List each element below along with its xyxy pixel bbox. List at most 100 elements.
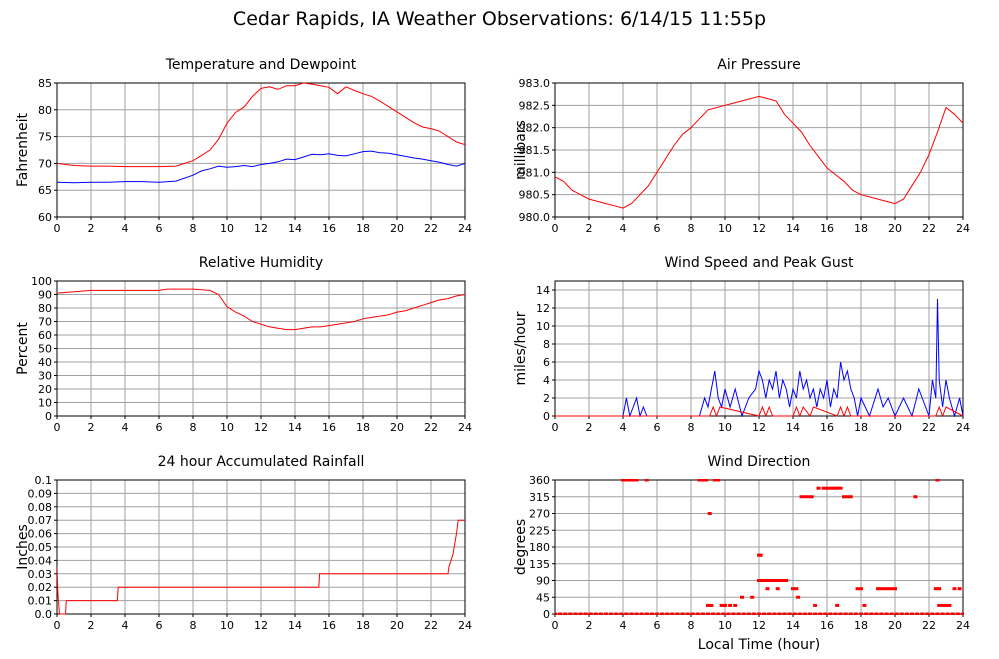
y-tick-label: 0 xyxy=(543,608,550,621)
data-point xyxy=(791,587,795,591)
data-point xyxy=(721,612,726,615)
data-point xyxy=(806,495,811,499)
series-line-0 xyxy=(57,288,466,331)
data-point xyxy=(751,612,756,615)
data-point xyxy=(842,495,846,499)
data-point xyxy=(848,612,853,615)
x-axis-label: Local Time (hour) xyxy=(698,637,820,653)
data-point xyxy=(818,612,823,615)
x-tick-label: 16 xyxy=(322,619,336,632)
series-line-0 xyxy=(57,519,465,615)
data-point xyxy=(802,612,807,615)
data-point xyxy=(799,495,804,499)
y-tick-label: 90 xyxy=(536,575,550,588)
x-tick-label: 8 xyxy=(190,222,197,235)
x-tick-label: 8 xyxy=(688,222,695,235)
data-point xyxy=(740,595,744,599)
data-point xyxy=(821,486,826,490)
y-tick-label: 0.08 xyxy=(28,501,53,514)
y-axis-label: Percent xyxy=(15,322,31,375)
data-point xyxy=(763,579,768,582)
x-tick-label: 10 xyxy=(718,222,732,235)
chart-title: Wind Direction xyxy=(708,454,811,470)
data-point xyxy=(874,612,879,615)
y-tick-label: 12 xyxy=(536,302,550,315)
x-tick-label: 20 xyxy=(390,619,404,632)
y-tick-label: 360 xyxy=(529,474,550,487)
x-tick-label: 10 xyxy=(220,619,234,632)
y-tick-label: 40 xyxy=(38,356,52,369)
x-tick-label: 4 xyxy=(620,619,627,632)
y-tick-label: 20 xyxy=(38,383,52,396)
data-point xyxy=(631,479,636,482)
y-tick-label: 0.01 xyxy=(28,595,53,608)
x-tick-label: 10 xyxy=(718,619,732,632)
x-tick-label: 18 xyxy=(356,619,370,632)
x-tick-label: 8 xyxy=(688,421,695,434)
data-point xyxy=(675,612,680,615)
data-point xyxy=(920,612,925,615)
chart-pressure: 0 2 4 6 8 10 12 14 16 18 20 22 24980.0980.5981.0981.… xyxy=(513,57,970,235)
x-tick-label: 22 xyxy=(922,222,936,235)
x-tick-label: 24 xyxy=(458,222,472,235)
y-tick-label: 90 xyxy=(38,289,52,302)
y-tick-label: 0 xyxy=(543,410,550,423)
series-line-0 xyxy=(555,298,964,417)
y-tick-label: 75 xyxy=(38,131,52,144)
data-point xyxy=(629,612,634,615)
data-point xyxy=(746,612,751,615)
x-tick-label: 6 xyxy=(654,619,661,632)
y-axis-label: miles/hour xyxy=(513,311,529,385)
data-point xyxy=(627,479,632,482)
x-tick-label: 20 xyxy=(888,222,902,235)
data-point xyxy=(716,612,721,615)
data-point xyxy=(838,486,843,490)
y-tick-label: 0.04 xyxy=(28,554,53,567)
data-point xyxy=(848,495,853,499)
data-point xyxy=(809,495,814,499)
data-point xyxy=(614,612,619,615)
data-point xyxy=(758,553,763,557)
data-point xyxy=(845,495,850,499)
x-tick-label: 18 xyxy=(356,222,370,235)
data-point xyxy=(775,587,780,591)
data-point xyxy=(945,612,950,615)
y-tick-label: 10 xyxy=(536,320,550,333)
data-point xyxy=(624,612,629,615)
data-point xyxy=(604,612,608,615)
series-0 xyxy=(555,479,964,615)
data-point xyxy=(937,603,942,607)
data-point xyxy=(624,479,629,482)
x-tick-label: 22 xyxy=(424,421,438,434)
chart-humidity: 0 2 4 6 8 10 12 14 16 18 20 22 240102030405060708090… xyxy=(15,255,472,434)
y-tick-label: 270 xyxy=(529,508,550,521)
x-tick-label: 18 xyxy=(854,421,868,434)
data-point xyxy=(838,612,843,615)
data-point xyxy=(762,612,767,615)
x-tick-label: 24 xyxy=(458,619,472,632)
data-point xyxy=(563,612,568,615)
data-point xyxy=(609,612,614,615)
y-tick-label: 0.07 xyxy=(28,514,53,527)
y-tick-label: 0.1 xyxy=(35,474,53,487)
data-point xyxy=(952,587,957,591)
y-tick-label: 0.0 xyxy=(35,608,53,621)
y-tick-label: 70 xyxy=(38,157,52,170)
x-tick-label: 10 xyxy=(220,421,234,434)
x-tick-label: 2 xyxy=(586,619,593,632)
x-tick-label: 14 xyxy=(786,222,800,235)
data-point xyxy=(893,587,897,591)
x-tick-label: 0 xyxy=(552,619,559,632)
data-point xyxy=(825,486,829,490)
x-tick-label: 10 xyxy=(718,421,732,434)
data-point xyxy=(933,587,938,591)
y-tick-label: 80 xyxy=(38,104,52,117)
y-tick-label: 45 xyxy=(536,591,550,604)
data-point xyxy=(835,603,840,607)
data-point xyxy=(859,612,863,615)
data-point xyxy=(889,612,894,615)
data-point xyxy=(886,587,891,591)
data-point xyxy=(568,612,573,615)
x-tick-label: 12 xyxy=(254,222,268,235)
